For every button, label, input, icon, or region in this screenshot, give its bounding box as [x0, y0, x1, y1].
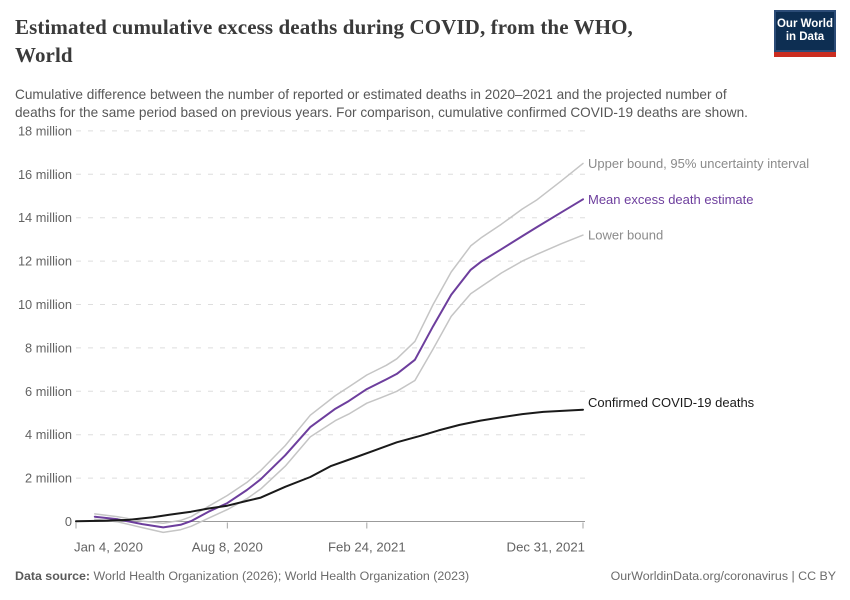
page-title: Estimated cumulative excess deaths durin…	[15, 13, 755, 69]
series-label-lower-bound: Lower bound	[588, 228, 663, 243]
series-label-upper-bound: Upper bound, 95% uncertainty interval	[588, 156, 809, 171]
owid-logo-red-bar	[774, 52, 836, 57]
series-line-confirmed-covid-deaths	[75, 408, 584, 523]
owid-logo-box: Our World in Data	[774, 10, 836, 52]
owid-logo-text-2: in Data	[785, 31, 825, 43]
data-source-value: World Health Organization (2026); World …	[90, 569, 470, 583]
x-axis-tick-label: Aug 8, 2020	[192, 540, 263, 555]
data-source-note: Data source: World Health Organization (…	[15, 569, 469, 583]
title-line-2: World	[15, 43, 73, 67]
y-axis-tick-label: 4 million	[25, 427, 72, 442]
y-axis-tick-label: 10 million	[18, 297, 72, 312]
chart-subtitle: Cumulative difference between the number…	[15, 86, 827, 122]
x-axis-tick-label: Feb 24, 2021	[328, 540, 406, 555]
x-axis-tick-label: Dec 31, 2021	[507, 540, 585, 555]
y-axis-tick-label: 0	[65, 514, 72, 529]
series-line-lower-bound	[94, 234, 584, 534]
series-label-confirmed-covid-deaths: Confirmed COVID-19 deaths	[588, 395, 755, 410]
y-axis-tick-label: 18 million	[18, 123, 72, 138]
series-line-upper-bound	[94, 162, 584, 524]
y-axis-tick-label: 8 million	[25, 340, 72, 355]
credit-link[interactable]: OurWorldinData.org/coronavirus | CC BY	[610, 569, 836, 583]
subtitle-line-2: deaths for the same period based on prev…	[15, 105, 748, 120]
y-axis-tick-label: 16 million	[18, 167, 72, 182]
y-axis-tick-label: 12 million	[18, 254, 72, 269]
title-line-1: Estimated cumulative excess deaths durin…	[15, 15, 633, 39]
series-label-mean-excess-deaths: Mean excess death estimate	[588, 192, 753, 207]
data-source-label: Data source:	[15, 569, 91, 583]
subtitle-line-1: Cumulative difference between the number…	[15, 87, 727, 102]
y-axis-tick-label: 14 million	[18, 210, 72, 225]
chart-footer: Data source: World Health Organization (…	[15, 569, 836, 583]
y-axis-tick-label: 2 million	[25, 471, 72, 486]
x-axis-tick-label: Jan 4, 2020	[74, 540, 143, 555]
chart-area: 0 2 million 4 million 6 million 8 million 10 …	[0, 115, 850, 560]
y-axis-tick-label: 6 million	[25, 384, 72, 399]
owid-logo-text-1: Our World	[776, 18, 833, 30]
series-line-mean-excess-deaths	[93, 198, 584, 529]
owid-logo: Our World in Data	[774, 10, 836, 57]
excess-deaths-line-chart: 0 2 million 4 million 6 million 8 million 10 …	[18, 123, 809, 555]
